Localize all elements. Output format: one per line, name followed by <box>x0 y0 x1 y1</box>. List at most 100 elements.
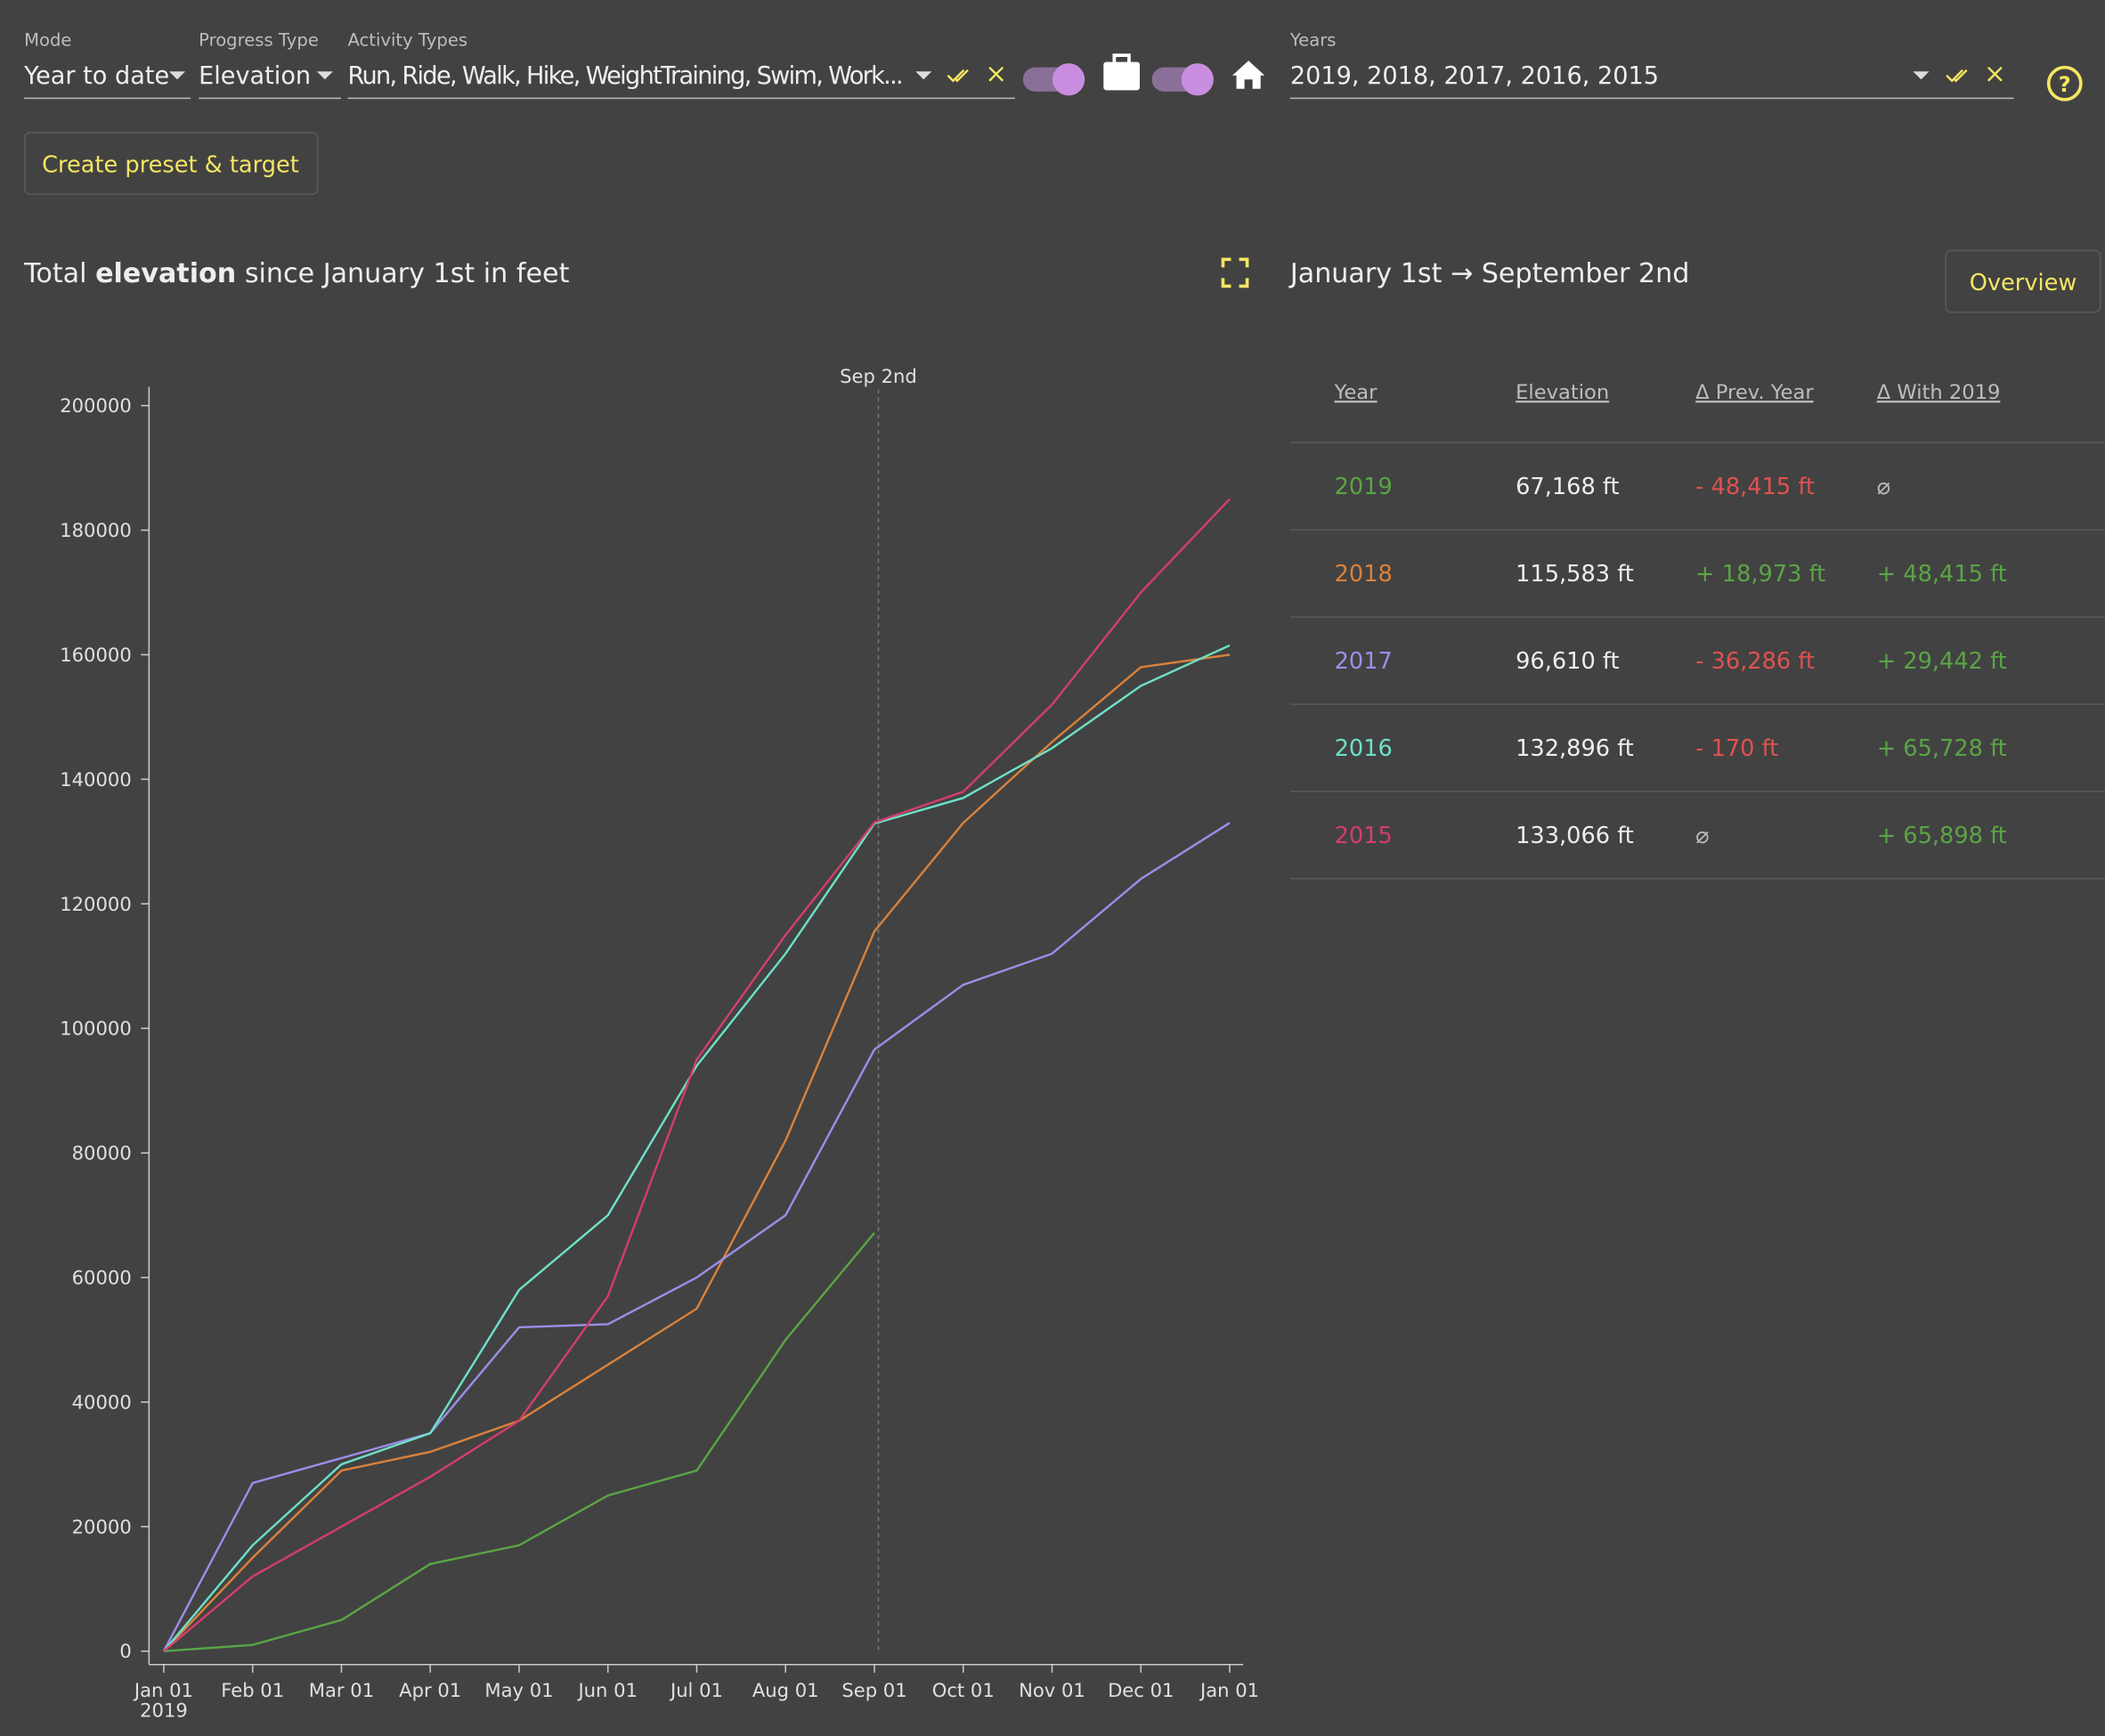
progress-type-value: Elevation <box>199 62 311 90</box>
table-cell: - 36,286 ft <box>1695 648 1815 675</box>
table-cell: 2018 <box>1335 561 1393 588</box>
home-icon <box>1232 61 1265 89</box>
table-cell: 67,168 ft <box>1516 474 1619 500</box>
table-cell: 132,896 ft <box>1516 735 1634 762</box>
column-header: Year <box>1334 381 1378 404</box>
y-tick-label: 200000 <box>60 394 132 417</box>
y-tick-label: 20000 <box>72 1515 132 1537</box>
series-line <box>163 1232 875 1652</box>
y-tick-label: 120000 <box>60 893 132 915</box>
table-cell: - 170 ft <box>1695 735 1778 762</box>
clear-icon[interactable] <box>988 66 1004 82</box>
table-cell: - 48,415 ft <box>1695 474 1815 500</box>
x-tick-label: Sep 01 <box>841 1679 906 1701</box>
x-tick-label: Jun 01 <box>576 1679 638 1701</box>
home-toggle[interactable] <box>1151 63 1214 96</box>
column-header: Δ Prev. Year <box>1695 381 1814 404</box>
x-tick-label: Mar 01 <box>309 1679 374 1701</box>
activity-types-select[interactable]: Activity Types Run, Ride, Walk, Hike, We… <box>347 30 1015 100</box>
fullscreen-icon[interactable] <box>1221 257 1249 288</box>
toggle-thumb <box>1052 63 1085 96</box>
series-line <box>163 644 1231 1652</box>
mode-value: Year to date <box>23 62 169 90</box>
table-cell: ⌀ <box>1695 823 1709 849</box>
create-preset-button[interactable]: Create preset & target <box>24 132 319 195</box>
select-all-icon[interactable] <box>947 69 969 83</box>
column-header: Δ With 2019 <box>1877 381 2001 404</box>
series-line <box>163 498 1231 1652</box>
x-tick-label: Jul 01 <box>669 1679 723 1701</box>
table-cell: 96,610 ft <box>1516 648 1619 675</box>
title-part: elevation <box>95 258 236 289</box>
y-tick-label: 0 <box>119 1640 131 1662</box>
select-all-icon[interactable] <box>1946 69 1968 83</box>
x-tick-label: Feb 01 <box>221 1679 284 1701</box>
activity-types-label: Activity Types <box>347 30 467 51</box>
x-tick-label: Dec 01 <box>1108 1679 1174 1701</box>
x-tick-label: Nov 01 <box>1019 1679 1085 1701</box>
y-tick-label: 160000 <box>60 644 132 666</box>
commute-toggle[interactable] <box>1022 63 1085 96</box>
marker-label: Sep 2nd <box>840 365 917 387</box>
button-label: Overview <box>1970 270 2077 296</box>
plot: 0 20000 40000 60000 80000 100000 120000 140000 1… <box>60 365 1259 1722</box>
table-cell: 133,066 ft <box>1516 823 1634 849</box>
range-title: January 1st → September 2nd <box>1288 258 1690 289</box>
x-tick-label: Jan 01 <box>133 1679 193 1701</box>
table-cell: 2015 <box>1335 823 1393 849</box>
y-tick-label: 60000 <box>72 1267 132 1289</box>
button-border <box>24 132 319 195</box>
activity-types-value: Run, Ride, Walk, Hike, WeightTraining, S… <box>347 62 903 90</box>
title-part: since January 1st in feet <box>245 258 570 289</box>
table-cell: 2016 <box>1335 735 1393 762</box>
y-tick-label: 100000 <box>60 1018 132 1040</box>
y-tick-label: 80000 <box>72 1142 132 1164</box>
table-cell: + 65,898 ft <box>1877 823 2007 849</box>
table-cell: + 65,728 ft <box>1877 735 2007 762</box>
series-line <box>163 653 1231 1652</box>
x-sublabel: 2019 <box>140 1699 188 1722</box>
y-tick-label: 180000 <box>60 519 132 541</box>
dropdown-arrow <box>915 71 932 80</box>
series-line <box>162 822 1231 1652</box>
dropdown-arrow <box>316 71 333 80</box>
table-cell: + 48,415 ft <box>1877 561 2007 588</box>
briefcase-handle <box>1112 53 1131 67</box>
overview-button[interactable]: Overview <box>1945 249 2101 313</box>
help-icon[interactable]: ? <box>2046 65 2083 101</box>
years-select[interactable]: Years 2019, 2018, 2017, 2016, 2015 <box>1289 30 2014 100</box>
briefcase <box>1103 61 1140 91</box>
mode-select[interactable]: Mode Year to date <box>23 30 191 100</box>
button-label: Create preset & target <box>42 151 299 178</box>
table-cell: 2019 <box>1335 474 1393 500</box>
table-cell: 2017 <box>1335 648 1393 675</box>
dropdown-arrow <box>1913 71 1930 80</box>
button-border <box>1945 249 2101 313</box>
x-tick-label: Aug 01 <box>752 1679 819 1701</box>
progress-type-select[interactable]: Progress Type Elevation <box>199 30 341 100</box>
table-cell: + 29,442 ft <box>1877 648 2007 675</box>
y-tick-label: 40000 <box>72 1391 132 1413</box>
years-value: 2019, 2018, 2017, 2016, 2015 <box>1290 62 1659 90</box>
table-cell: ⌀ <box>1877 474 1890 500</box>
table-cell: + 18,973 ft <box>1695 561 1825 588</box>
x-tick-label: Jan 01 <box>1199 1679 1259 1701</box>
commute-icon <box>1103 53 1140 91</box>
toggle-thumb <box>1181 63 1214 96</box>
help-glyph: ? <box>2059 72 2071 97</box>
summary-table: Year Elevation Δ Prev. Year Δ With 2019 2019… <box>1289 381 2105 880</box>
mode-label: Mode <box>24 30 71 51</box>
clear-icon[interactable] <box>1987 66 2003 82</box>
x-tick-label: Oct 01 <box>932 1679 995 1701</box>
title-part: Total <box>23 258 86 289</box>
chart-title: Total elevation since January 1st in fee… <box>23 258 569 289</box>
help-circle <box>2046 65 2083 101</box>
dropdown-arrow <box>168 71 186 80</box>
table-cell: 115,583 ft <box>1516 561 1634 588</box>
progress-type-label: Progress Type <box>199 30 319 51</box>
column-header: Elevation <box>1516 381 1609 404</box>
y-tick-label: 140000 <box>60 768 132 791</box>
